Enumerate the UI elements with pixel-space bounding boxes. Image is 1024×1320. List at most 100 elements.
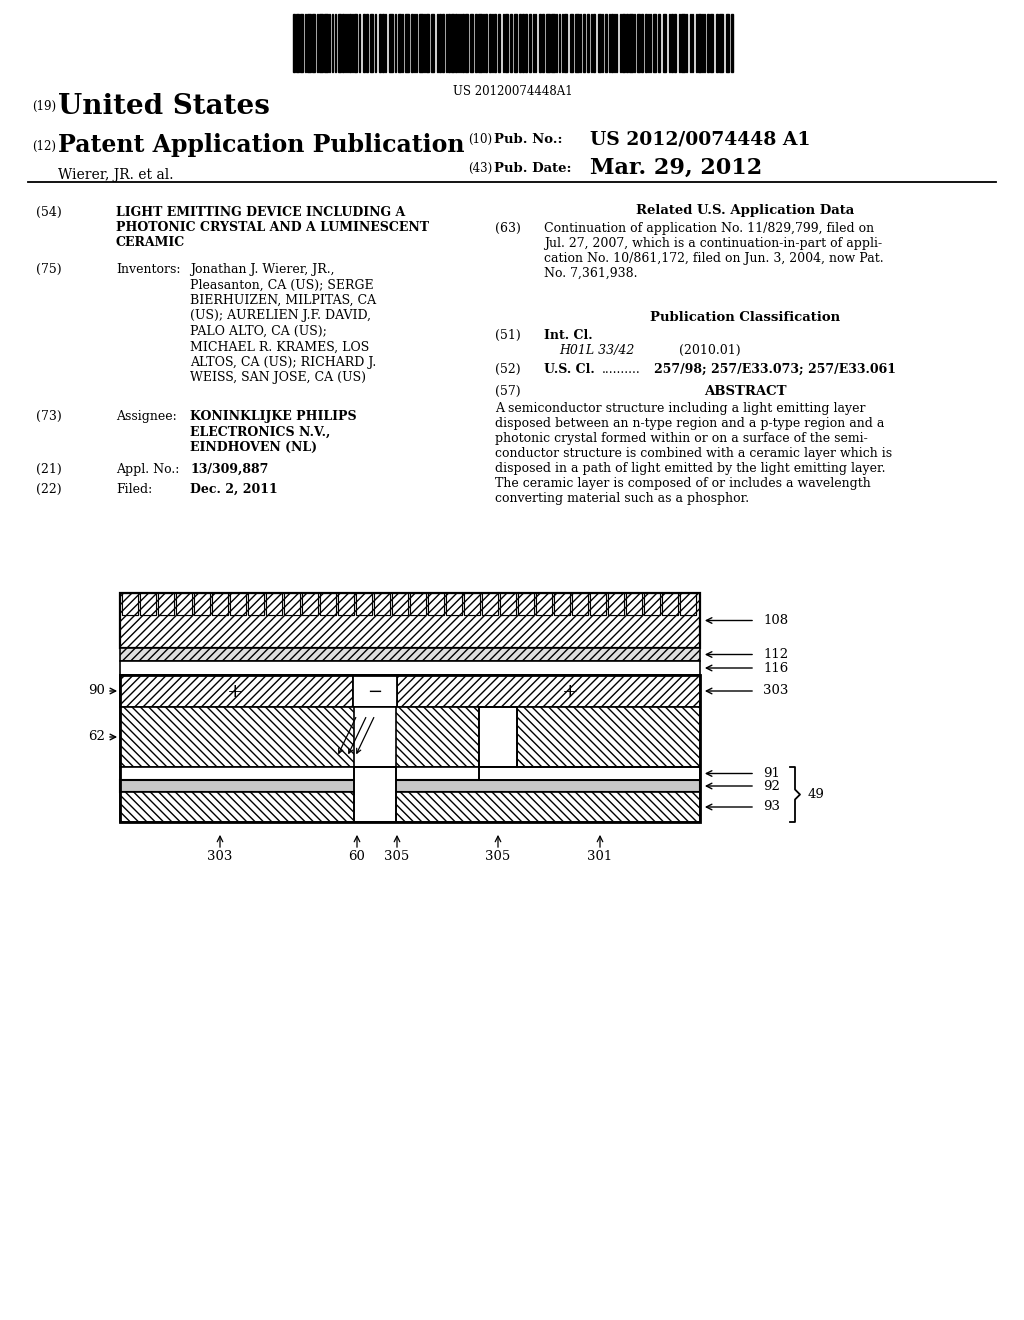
Bar — [176, 593, 193, 615]
Text: Publication Classification: Publication Classification — [650, 312, 841, 323]
Text: 301: 301 — [588, 850, 612, 863]
Bar — [710, 15, 713, 73]
Bar — [489, 15, 490, 73]
Bar — [663, 15, 666, 73]
Bar — [590, 593, 606, 615]
Bar — [622, 15, 625, 73]
Text: (21): (21) — [36, 463, 61, 477]
Text: (US); AURELIEN J.F. DAVID,: (US); AURELIEN J.F. DAVID, — [190, 309, 371, 322]
Text: 305: 305 — [485, 850, 511, 863]
Bar — [608, 593, 624, 615]
Text: 60: 60 — [348, 850, 366, 863]
Bar — [482, 593, 498, 615]
Text: Pleasanton, CA (US); SERGE: Pleasanton, CA (US); SERGE — [190, 279, 374, 292]
Text: ALTOS, CA (US); RICHARD J.: ALTOS, CA (US); RICHARD J. — [190, 356, 376, 370]
Bar — [570, 15, 573, 73]
Text: disposed between an n-type region and a p-type region and a: disposed between an n-type region and a … — [495, 417, 885, 430]
Text: 91: 91 — [763, 767, 780, 780]
Bar — [338, 593, 354, 615]
Bar — [248, 593, 264, 615]
Text: Appl. No.:: Appl. No.: — [116, 463, 179, 477]
Text: 90: 90 — [88, 685, 105, 697]
Text: 108: 108 — [763, 614, 788, 627]
Text: +: + — [226, 682, 244, 701]
Bar — [626, 593, 642, 615]
Bar — [449, 15, 450, 73]
Bar — [446, 593, 462, 615]
Bar — [284, 593, 300, 615]
Bar — [653, 15, 656, 73]
Text: 116: 116 — [763, 661, 788, 675]
Bar — [731, 15, 733, 73]
Bar — [120, 593, 700, 648]
Bar — [319, 593, 336, 615]
Bar — [120, 792, 700, 822]
Bar — [158, 593, 174, 615]
Bar — [519, 15, 521, 73]
Bar — [426, 15, 429, 73]
Bar — [230, 593, 246, 615]
Bar — [428, 593, 444, 615]
Bar — [319, 15, 323, 73]
Bar — [539, 15, 541, 73]
Bar — [302, 593, 318, 615]
Bar — [542, 15, 544, 73]
Text: MICHAEL R. KRAMES, LOS: MICHAEL R. KRAMES, LOS — [190, 341, 370, 354]
Bar — [442, 15, 444, 73]
Text: (10): (10) — [468, 133, 493, 147]
Text: 112: 112 — [763, 648, 788, 661]
Bar — [518, 593, 534, 615]
Bar — [587, 15, 589, 73]
Bar — [312, 15, 315, 73]
Bar — [212, 593, 228, 615]
Bar — [212, 593, 228, 615]
Bar — [598, 15, 601, 73]
Text: United States: United States — [58, 92, 270, 120]
Text: 303: 303 — [763, 685, 788, 697]
Bar — [120, 675, 353, 708]
Bar — [629, 15, 633, 73]
Bar — [158, 593, 174, 615]
Bar — [707, 15, 709, 73]
Text: (19): (19) — [32, 100, 56, 114]
Bar — [514, 15, 517, 73]
Text: 13/309,887: 13/309,887 — [190, 463, 268, 477]
Bar — [120, 661, 700, 675]
Text: A semiconductor structure including a light emitting layer: A semiconductor structure including a li… — [495, 403, 865, 414]
Bar — [536, 593, 552, 615]
Bar — [140, 593, 156, 615]
Text: cation No. 10/861,172, filed on Jun. 3, 2004, now Pat.: cation No. 10/861,172, filed on Jun. 3, … — [544, 252, 884, 265]
Text: Jonathan J. Wierer, JR.,: Jonathan J. Wierer, JR., — [190, 263, 335, 276]
Bar — [431, 15, 434, 73]
Text: 62: 62 — [88, 730, 105, 743]
Bar — [554, 593, 570, 615]
Bar — [674, 15, 676, 73]
Bar — [446, 593, 462, 615]
Text: (22): (22) — [36, 483, 61, 496]
Text: WEISS, SAN JOSE, CA (US): WEISS, SAN JOSE, CA (US) — [190, 371, 366, 384]
Text: ..........: .......... — [602, 363, 641, 376]
Text: BIERHUIZEN, MILPITAS, CA: BIERHUIZEN, MILPITAS, CA — [190, 294, 376, 308]
Bar — [389, 15, 393, 73]
Bar — [478, 15, 482, 73]
Bar — [662, 593, 678, 615]
Text: H01L 33/42: H01L 33/42 — [559, 345, 635, 356]
Bar — [120, 648, 700, 661]
Bar — [482, 593, 498, 615]
Bar — [637, 15, 640, 73]
Bar — [662, 593, 678, 615]
Bar — [464, 593, 480, 615]
Bar — [583, 15, 585, 73]
Text: (73): (73) — [36, 411, 61, 422]
Bar — [572, 593, 588, 615]
Bar — [485, 15, 487, 73]
Bar — [494, 15, 496, 73]
Bar — [479, 708, 517, 767]
Bar — [370, 15, 373, 73]
Text: 92: 92 — [763, 780, 780, 792]
Bar — [397, 675, 700, 708]
Text: Wierer, JR. et al.: Wierer, JR. et al. — [58, 168, 173, 182]
Bar — [324, 15, 328, 73]
Bar — [120, 593, 700, 648]
Bar — [611, 15, 613, 73]
